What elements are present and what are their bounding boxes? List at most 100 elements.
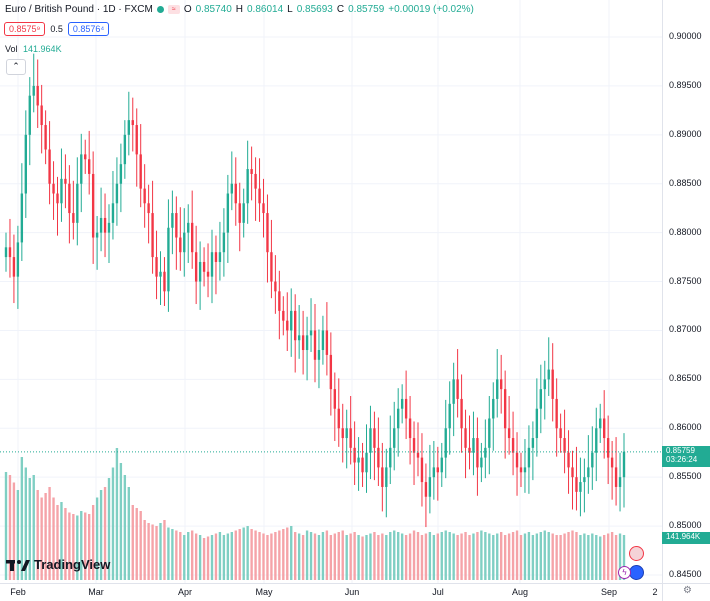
lightning-icon[interactable]: ϟ [618, 566, 631, 579]
candlestick-chart[interactable] [0, 0, 662, 583]
buy-button[interactable]: 0.8576⁴ [67, 22, 110, 36]
volume-bar [80, 511, 83, 580]
candle-body [519, 467, 523, 473]
trade-buttons: 0.8575⁹ 0.5 0.8576⁴ [4, 22, 110, 36]
candle-body [36, 85, 39, 106]
candle-body [28, 95, 31, 135]
candle-body [539, 389, 542, 409]
volume-bar [424, 533, 428, 580]
candle-body [325, 330, 329, 355]
countdown-value: 03:26:24 [666, 454, 698, 464]
candle-body [242, 203, 245, 223]
candle-body [246, 169, 249, 204]
volume-bar [412, 530, 416, 580]
candle-body [309, 330, 313, 336]
volume-bar [218, 532, 222, 580]
candle-body [274, 281, 277, 292]
volume-bar [563, 533, 566, 580]
candle-body [436, 467, 439, 473]
volume-bar [519, 535, 523, 580]
candle-body [175, 213, 178, 238]
price-tick-label: 0.86000 [669, 422, 702, 433]
candle-body [622, 451, 626, 478]
volume-bar [373, 532, 376, 580]
volume-bar [610, 532, 614, 580]
volume-bar [48, 487, 51, 580]
volume-bar [321, 532, 325, 580]
volume-bar [206, 536, 210, 580]
volume-bar [282, 529, 285, 580]
candle-body [400, 398, 404, 409]
candle-body [24, 134, 27, 194]
candle-body [60, 178, 63, 204]
price-axis[interactable]: 0.90000 0.89500 0.89000 0.88500 0.88000 0.875… [662, 0, 710, 583]
candle-body [115, 183, 119, 204]
eu-flag-icon[interactable] [629, 565, 644, 580]
volume-bar [52, 497, 55, 580]
chart-area[interactable] [0, 0, 662, 583]
candle-body [282, 310, 285, 321]
candle-body [123, 134, 127, 165]
volume-bar [595, 535, 598, 580]
volume-bar [400, 533, 404, 580]
candle-body [139, 154, 142, 189]
volume-bar [381, 533, 384, 580]
candle-body [476, 438, 479, 468]
volume-bar [369, 533, 372, 580]
candle-body [606, 438, 610, 458]
candle-body [460, 398, 463, 429]
uk-flag-icon[interactable] [629, 546, 644, 561]
volume-bar [444, 530, 447, 580]
volume-bar [179, 532, 182, 580]
candle-body [397, 408, 400, 429]
candle-body [337, 408, 340, 429]
axis-settings-corner[interactable]: ⚙ [662, 583, 710, 601]
volume-bar [317, 535, 321, 580]
candle-body [72, 213, 75, 223]
candle-body [107, 222, 111, 233]
volume-bar [599, 536, 602, 580]
candle-body [8, 247, 12, 258]
candle-body [84, 154, 87, 160]
volume-bar [294, 532, 297, 580]
volume-bar [131, 505, 134, 580]
volume-bar [24, 467, 27, 580]
collapse-legend-button[interactable]: ⌃ [6, 59, 26, 75]
volume-bar [187, 532, 190, 580]
volume-bar [290, 526, 293, 580]
candle-body [64, 178, 67, 184]
candle-body [599, 418, 602, 429]
tradingview-logo[interactable]: TradingView [6, 557, 110, 572]
volume-bar [139, 511, 142, 580]
volume-legend[interactable]: Vol 141.964K [5, 44, 62, 54]
candle-body [290, 310, 293, 331]
gear-icon[interactable]: ⚙ [683, 585, 692, 596]
candle-body [210, 252, 214, 277]
volume-bar [88, 514, 91, 580]
candle-body [167, 227, 170, 292]
volume-bar [361, 536, 364, 580]
candle-body [507, 428, 511, 439]
candle-body [424, 482, 428, 497]
candle-body [305, 335, 309, 351]
volume-bar [397, 532, 400, 580]
volume-bar [301, 535, 305, 580]
sell-button[interactable]: 0.8575⁹ [4, 22, 46, 36]
candle-body [131, 120, 134, 126]
volume-bar [28, 478, 31, 580]
spread-value: 0.5 [50, 24, 63, 34]
volume-bar [20, 457, 24, 580]
time-axis[interactable]: Feb Mar Apr May Jun Jul Aug Sep 2 [0, 583, 662, 601]
symbol-title[interactable]: Euro / British Pound · 1D · FXCM [5, 4, 153, 15]
candle-body [603, 418, 606, 439]
volume-bar [507, 533, 511, 580]
volume-bar [622, 535, 626, 580]
volume-bar [345, 535, 348, 580]
candle-body [297, 335, 301, 341]
volume-bar [16, 490, 20, 580]
candle-body [591, 452, 594, 468]
volume-bar [226, 533, 230, 580]
volume-bar [333, 533, 336, 580]
volume-bar [503, 535, 507, 580]
volume-bar [175, 530, 178, 580]
